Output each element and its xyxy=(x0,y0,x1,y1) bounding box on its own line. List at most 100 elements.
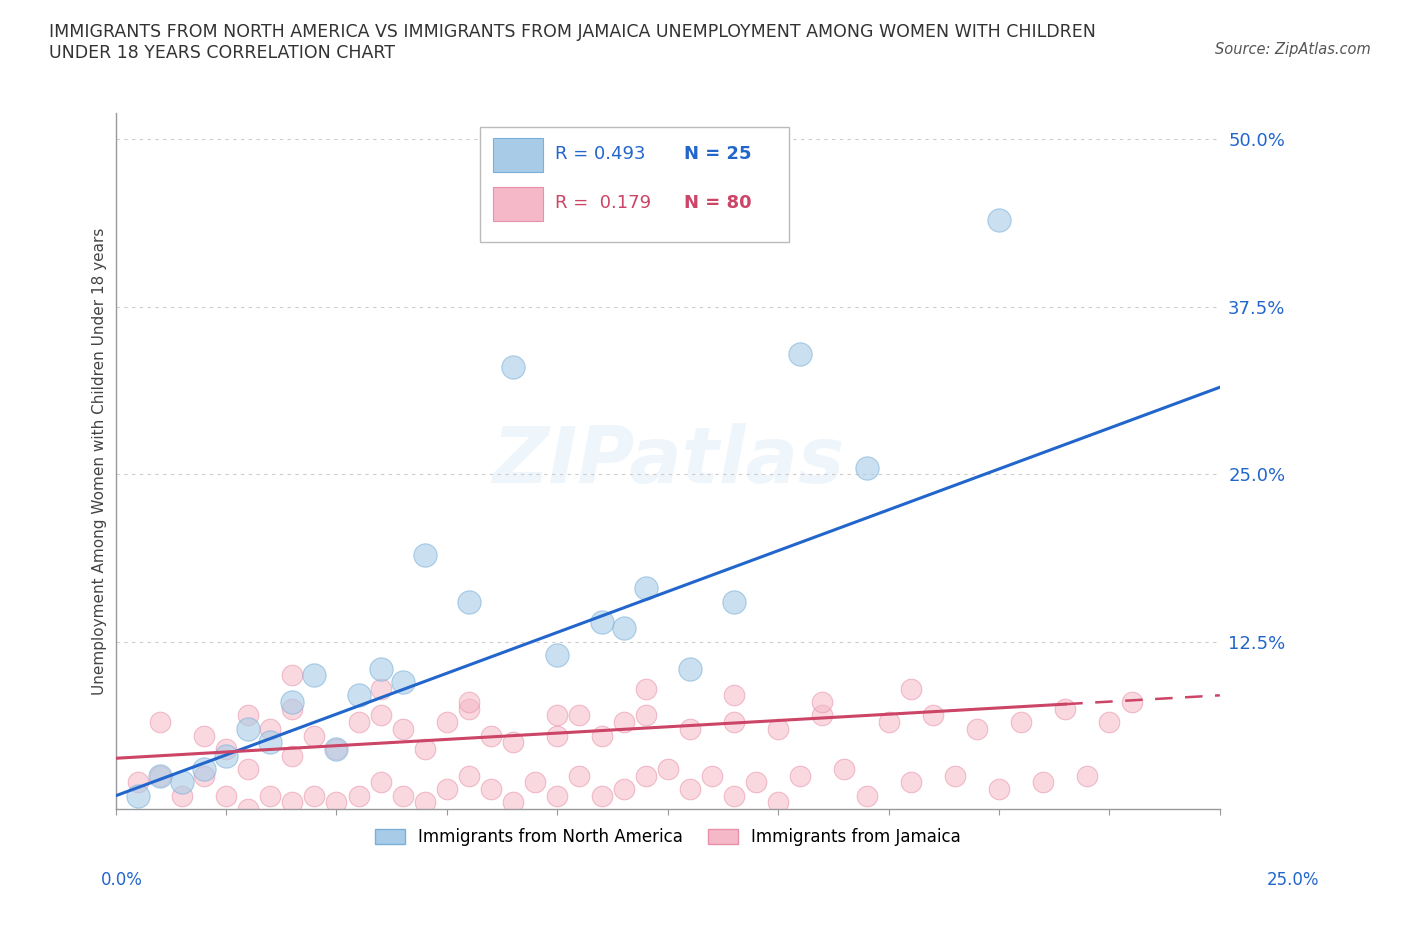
Point xyxy=(723,714,745,729)
Point xyxy=(634,681,657,696)
Point xyxy=(149,714,172,729)
Point xyxy=(458,594,481,609)
Point xyxy=(127,789,149,804)
Point xyxy=(502,735,524,750)
Point xyxy=(149,768,172,783)
Point xyxy=(855,460,877,475)
Point xyxy=(723,789,745,804)
Point xyxy=(281,668,304,683)
Point xyxy=(347,688,370,703)
Point xyxy=(789,346,811,361)
Point xyxy=(193,728,215,743)
Point xyxy=(347,714,370,729)
Point xyxy=(259,735,281,750)
Y-axis label: Unemployment Among Women with Children Under 18 years: Unemployment Among Women with Children U… xyxy=(93,227,107,695)
Point xyxy=(591,789,613,804)
Point xyxy=(634,708,657,723)
Point xyxy=(591,728,613,743)
Point xyxy=(900,775,922,790)
Point xyxy=(370,708,392,723)
Point xyxy=(634,768,657,783)
Bar xyxy=(494,139,543,172)
Point xyxy=(215,748,238,763)
Point xyxy=(900,681,922,696)
Point xyxy=(723,594,745,609)
Point xyxy=(413,547,436,562)
Point xyxy=(966,722,988,737)
Point xyxy=(943,768,966,783)
Point xyxy=(325,741,347,756)
Text: R = 0.493: R = 0.493 xyxy=(555,145,645,164)
Text: N = 80: N = 80 xyxy=(685,194,752,212)
Point xyxy=(988,212,1011,227)
Point xyxy=(1121,695,1143,710)
Point xyxy=(502,360,524,375)
Point xyxy=(679,661,702,676)
Point xyxy=(149,768,172,783)
Point xyxy=(524,775,547,790)
Point xyxy=(1010,714,1032,729)
Point xyxy=(281,795,304,810)
Text: 0.0%: 0.0% xyxy=(101,871,143,889)
Point xyxy=(238,708,260,723)
Point xyxy=(855,789,877,804)
Point xyxy=(766,722,789,737)
Point xyxy=(391,674,413,689)
Point xyxy=(370,661,392,676)
Point xyxy=(370,681,392,696)
Point xyxy=(568,708,591,723)
Point xyxy=(921,708,943,723)
Text: N = 25: N = 25 xyxy=(685,145,752,164)
Point xyxy=(811,695,834,710)
Point xyxy=(170,775,193,790)
Point xyxy=(413,741,436,756)
Point xyxy=(193,768,215,783)
Point xyxy=(546,708,568,723)
Point xyxy=(789,768,811,783)
Point xyxy=(458,768,481,783)
Point xyxy=(1032,775,1054,790)
Point xyxy=(502,795,524,810)
Text: Source: ZipAtlas.com: Source: ZipAtlas.com xyxy=(1215,42,1371,57)
Point xyxy=(281,748,304,763)
Point xyxy=(479,781,502,796)
Point xyxy=(834,762,856,777)
Point xyxy=(723,688,745,703)
Point xyxy=(170,789,193,804)
Point xyxy=(215,789,238,804)
Point xyxy=(238,722,260,737)
Point xyxy=(546,647,568,662)
Point xyxy=(568,768,591,783)
Point xyxy=(304,789,326,804)
Point xyxy=(281,695,304,710)
Point xyxy=(347,789,370,804)
Point xyxy=(1098,714,1121,729)
Point xyxy=(591,614,613,629)
Point xyxy=(679,781,702,796)
Point xyxy=(127,775,149,790)
Point xyxy=(657,762,679,777)
Point xyxy=(613,781,636,796)
Point xyxy=(193,762,215,777)
Bar xyxy=(494,187,543,220)
Point xyxy=(436,781,458,796)
Point xyxy=(458,701,481,716)
Point xyxy=(304,668,326,683)
Point xyxy=(613,621,636,636)
Point xyxy=(1076,768,1098,783)
Point xyxy=(436,714,458,729)
Point xyxy=(877,714,900,729)
Point xyxy=(238,762,260,777)
Point xyxy=(679,722,702,737)
Point xyxy=(745,775,768,790)
Point xyxy=(259,722,281,737)
Point xyxy=(391,722,413,737)
Point xyxy=(479,728,502,743)
Point xyxy=(700,768,723,783)
Point xyxy=(370,775,392,790)
Text: IMMIGRANTS FROM NORTH AMERICA VS IMMIGRANTS FROM JAMAICA UNEMPLOYMENT AMONG WOME: IMMIGRANTS FROM NORTH AMERICA VS IMMIGRA… xyxy=(49,23,1097,62)
Point xyxy=(766,795,789,810)
Point xyxy=(413,795,436,810)
Point xyxy=(325,741,347,756)
Point xyxy=(634,580,657,595)
